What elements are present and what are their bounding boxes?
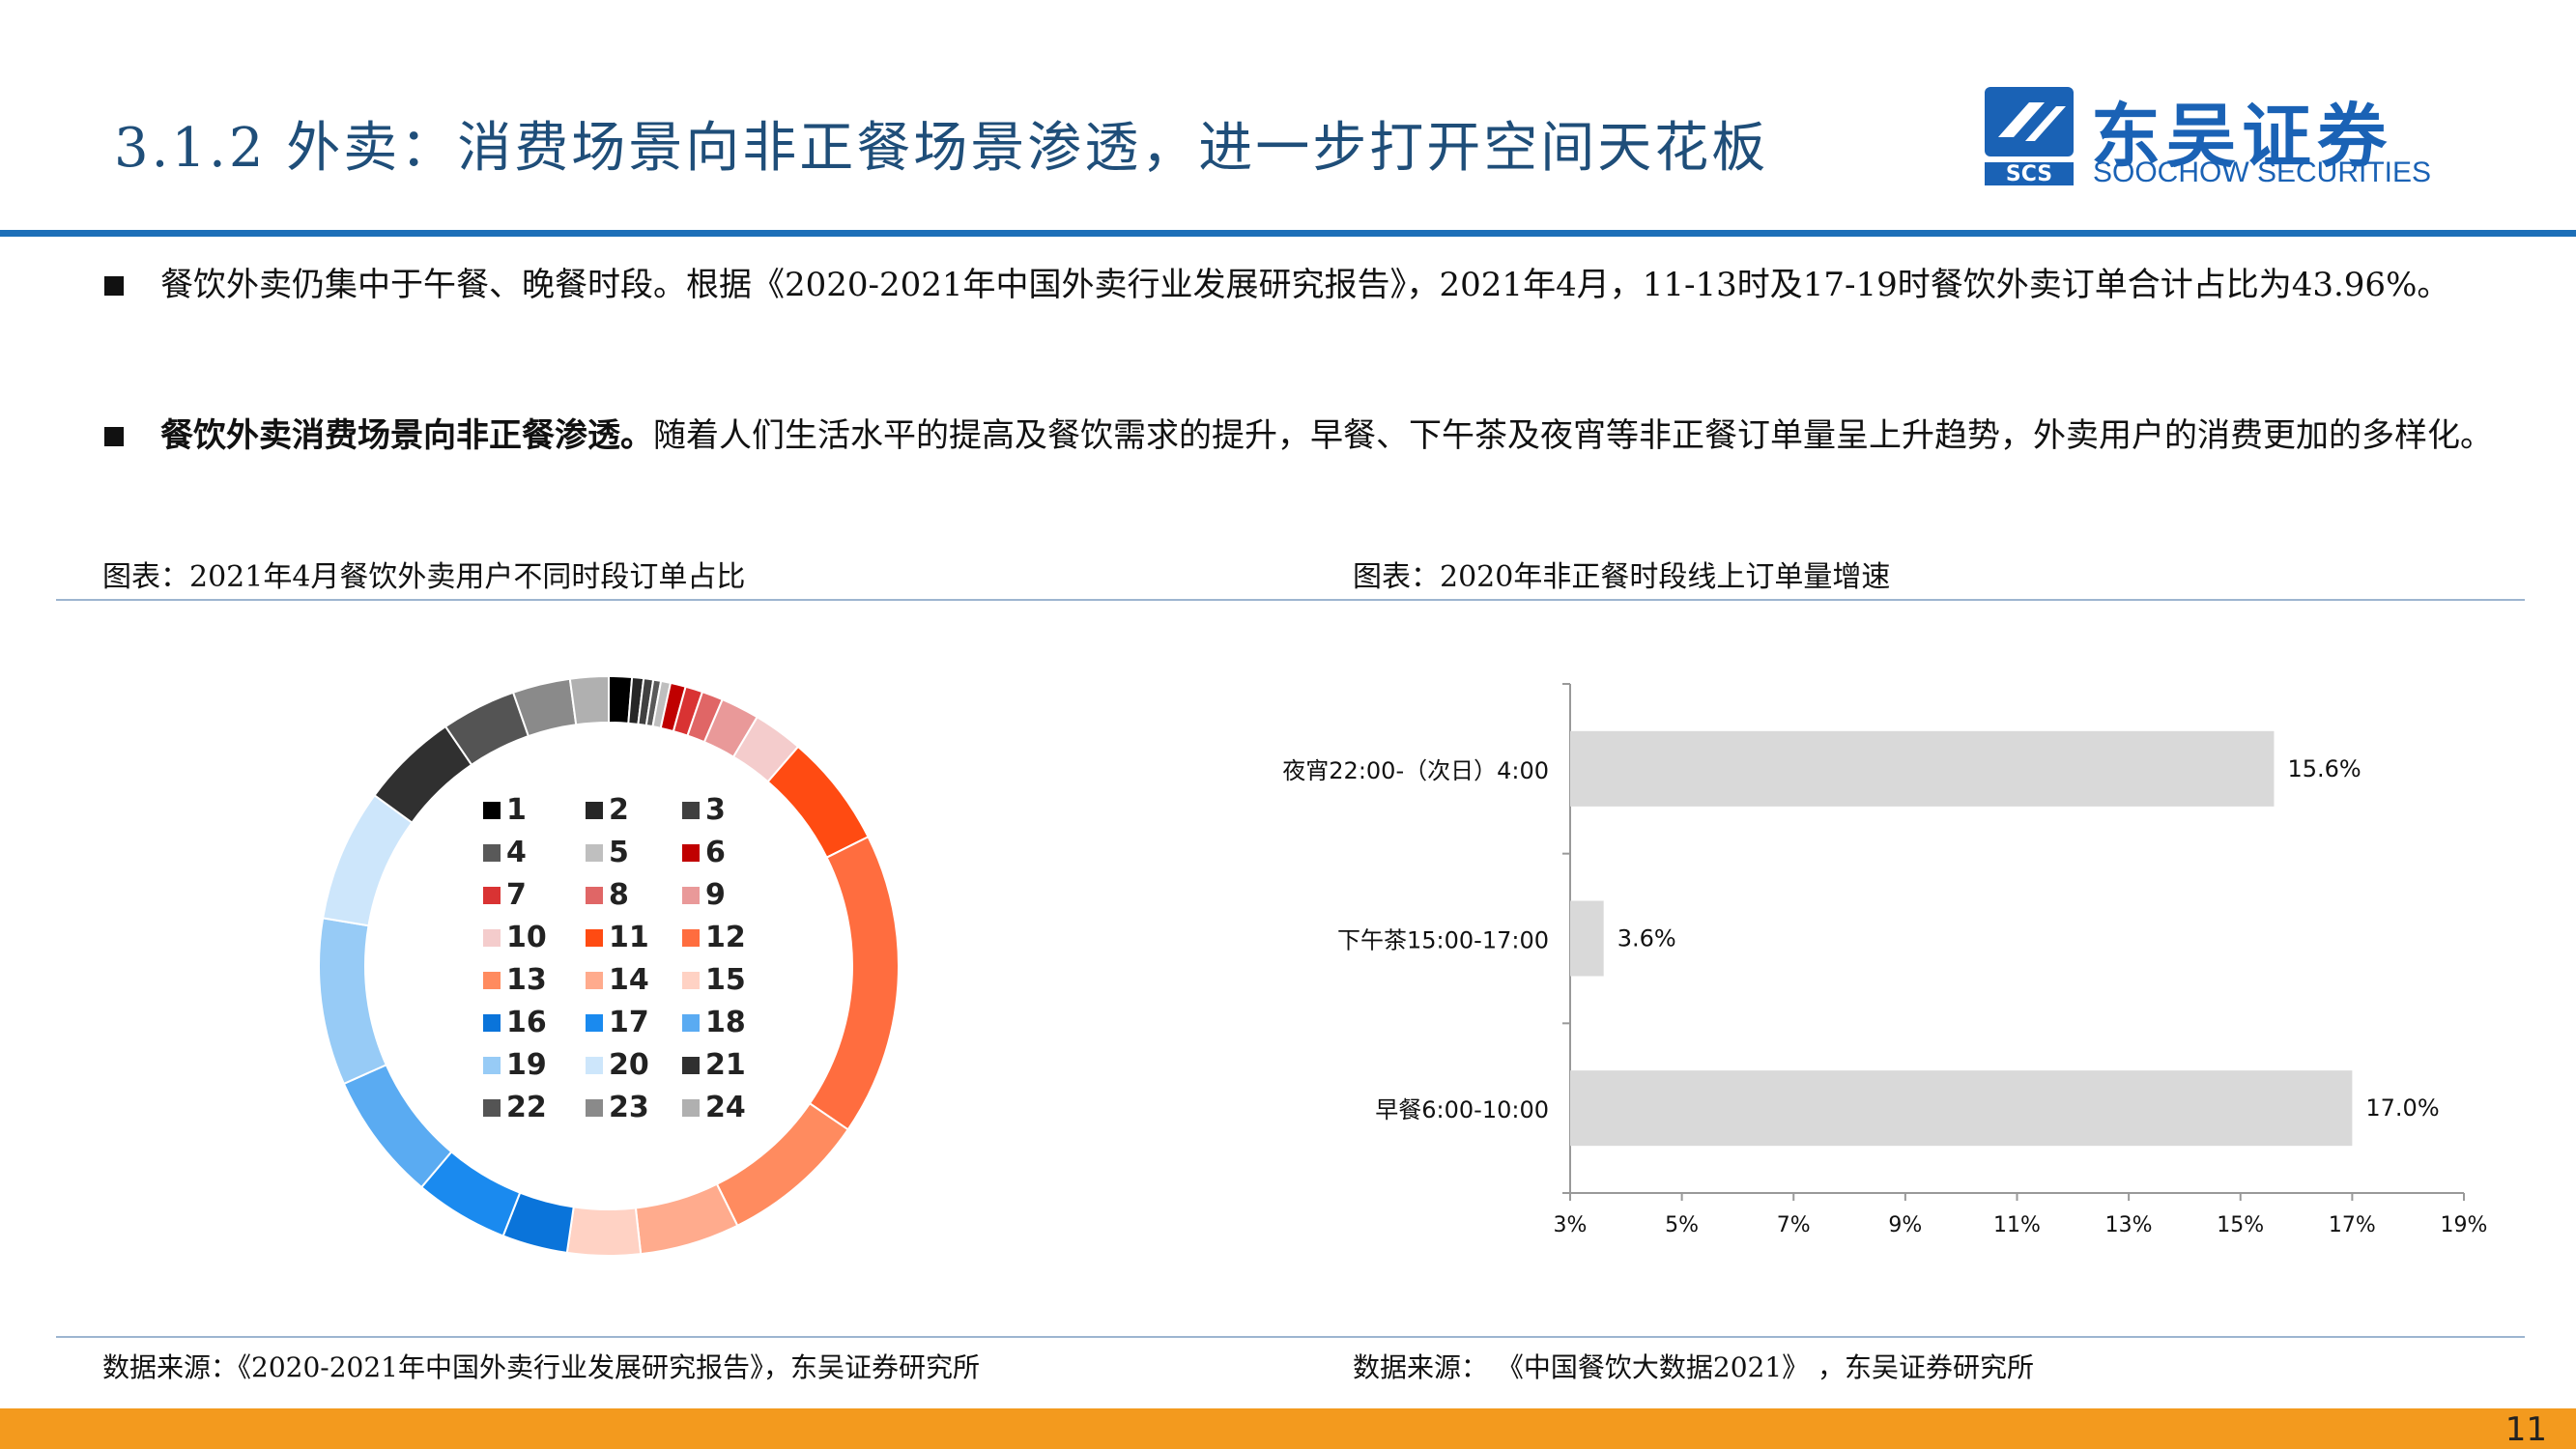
bar-category-label: 下午茶15:00-17:00	[1337, 927, 1549, 954]
legend-label-17: 17	[609, 1006, 649, 1039]
logo-english-text: SOOCHOW SECURITIES	[2093, 156, 2432, 188]
footer-bar	[0, 1408, 2576, 1449]
legend-swatch-3	[682, 802, 700, 819]
legend-swatch-15	[682, 972, 700, 989]
legend-label-21: 21	[705, 1048, 746, 1082]
donut-slice-12	[808, 835, 901, 1131]
legend-label-14: 14	[609, 963, 649, 997]
page-number: 11	[2504, 1410, 2547, 1449]
donut-slice-14	[634, 1182, 739, 1256]
caption-divider	[56, 599, 2525, 601]
legend-label-13: 13	[506, 963, 547, 997]
legend-label-23: 23	[609, 1091, 649, 1124]
legend-swatch-22	[483, 1099, 501, 1117]
donut-slice-19	[318, 917, 388, 1086]
bullet-marker	[104, 276, 124, 296]
bullet-2-text: 随着人们生活水平的提高及餐饮需求的提升，早餐、下午茶及夜宵等非正餐订单量呈上升趋…	[653, 416, 2493, 455]
bar-category-label: 早餐6:00-10:00	[1375, 1096, 1549, 1123]
x-tick-label: 13%	[2105, 1213, 2153, 1237]
legend-swatch-19	[483, 1057, 501, 1074]
legend-label-2: 2	[609, 793, 629, 827]
page-title: 3.1.2 外卖：消费场景向非正餐场景渗透，进一步打开空间天花板	[114, 117, 1769, 180]
x-tick-label: 15%	[2217, 1213, 2264, 1237]
legend-swatch-16	[483, 1014, 501, 1032]
legend-swatch-9	[682, 887, 700, 904]
x-tick-label: 5%	[1665, 1213, 1699, 1237]
company-logo: SCS 东吴证券 SOOCHOW SECURITIES	[1981, 83, 2435, 189]
legend-label-7: 7	[506, 878, 527, 912]
legend-label-24: 24	[705, 1091, 746, 1124]
left-chart-source: 数据来源：《2020-2021年中国外卖行业发展研究报告》，东吴证券研究所	[102, 1351, 980, 1383]
legend-label-3: 3	[705, 793, 726, 827]
legend-swatch-17	[586, 1014, 603, 1032]
x-tick-label: 19%	[2441, 1213, 2488, 1237]
bullet-1-text: 餐饮外卖仍集中于午餐、晚餐时段。根据《2020-2021年中国外卖行业发展研究报…	[160, 266, 2450, 304]
legend-label-12: 12	[705, 921, 746, 954]
bar-0	[1570, 730, 2275, 807]
legend-label-6: 6	[705, 836, 726, 869]
bar-value-label: 15.6%	[2287, 755, 2361, 782]
x-tick-label: 3%	[1554, 1213, 1588, 1237]
bar-1	[1570, 900, 1604, 977]
bullet-paragraph-1: 餐饮外卖仍集中于午餐、晚餐时段。根据《2020-2021年中国外卖行业发展研究报…	[160, 251, 2528, 319]
x-tick-label: 9%	[1888, 1213, 1922, 1237]
legend-swatch-1	[483, 802, 501, 819]
legend-label-22: 22	[506, 1091, 547, 1124]
left-chart-caption: 图表：2021年4月餐饮外卖用户不同时段订单占比	[102, 560, 746, 594]
bullet-2-bold-text: 餐饮外卖消费场景向非正餐渗透。	[160, 416, 653, 455]
header-divider	[0, 230, 2576, 237]
legend-label-15: 15	[705, 963, 746, 997]
legend-swatch-21	[682, 1057, 700, 1074]
right-chart-source: 数据来源： 《中国餐饮大数据2021》 ，东吴证券研究所	[1353, 1351, 2035, 1383]
x-tick-label: 17%	[2329, 1213, 2376, 1237]
legend-swatch-5	[586, 844, 603, 862]
bullet-marker	[104, 427, 124, 446]
legend-label-11: 11	[609, 921, 649, 954]
legend-swatch-20	[586, 1057, 603, 1074]
bar-chart: 夜宵22:00-（次日）4:00 15.6% 下午茶15:00-17:00 3.6% 早…	[1282, 683, 2488, 1237]
legend-label-18: 18	[705, 1006, 746, 1039]
legend-swatch-10	[483, 929, 501, 947]
logo-mark-icon: SCS	[1985, 87, 2074, 186]
donut-slice-11	[766, 745, 870, 860]
donut-slice-20	[321, 793, 414, 927]
legend-label-5: 5	[609, 836, 629, 869]
bar-2	[1570, 1070, 2353, 1147]
legend-swatch-23	[586, 1099, 603, 1117]
legend-swatch-8	[586, 887, 603, 904]
legend-label-8: 8	[609, 878, 629, 912]
legend-swatch-11	[586, 929, 603, 947]
legend-label-9: 9	[705, 878, 726, 912]
bar-category-label: 夜宵22:00-（次日）4:00	[1282, 757, 1549, 784]
legend-label-1: 1	[506, 793, 527, 827]
legend-label-20: 20	[609, 1048, 649, 1082]
legend-swatch-6	[682, 844, 700, 862]
legend-swatch-18	[682, 1014, 700, 1032]
svg-text:SCS: SCS	[2006, 162, 2052, 186]
bar-value-label: 17.0%	[2365, 1094, 2439, 1122]
x-tick-label: 7%	[1777, 1213, 1811, 1237]
legend-swatch-4	[483, 844, 501, 862]
legend-swatch-7	[483, 887, 501, 904]
right-chart-caption: 图表：2020年非正餐时段线上订单量增速	[1353, 560, 1891, 594]
legend-label-16: 16	[506, 1006, 547, 1039]
bullet-paragraph-2: 餐饮外卖消费场景向非正餐渗透。随着人们生活水平的提高及餐饮需求的提升，早餐、下午…	[160, 402, 2528, 469]
bar-value-label: 3.6%	[1617, 925, 1676, 952]
legend-swatch-2	[586, 802, 603, 819]
legend-swatch-24	[682, 1099, 700, 1117]
legend-label-19: 19	[506, 1048, 547, 1082]
legend-label-10: 10	[506, 921, 547, 954]
logo-chinese-text: 东吴证券	[2091, 96, 2393, 177]
legend-swatch-13	[483, 972, 501, 989]
legend-label-4: 4	[506, 836, 527, 869]
legend-swatch-12	[682, 929, 700, 947]
donut-slice-15	[565, 1206, 643, 1257]
donut-slice-24	[568, 674, 610, 726]
donut-slice-18	[342, 1064, 453, 1189]
source-divider	[56, 1336, 2525, 1338]
x-tick-label: 11%	[1993, 1213, 2041, 1237]
legend-swatch-14	[586, 972, 603, 989]
